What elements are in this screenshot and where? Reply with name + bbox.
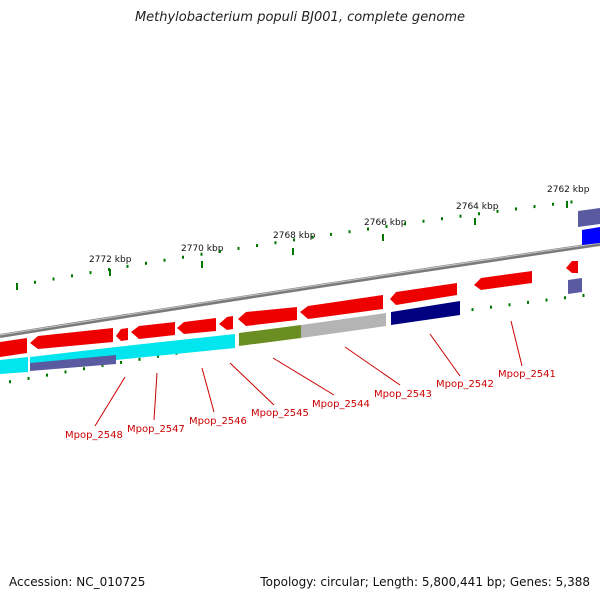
gene-arrow[interactable] xyxy=(390,283,457,305)
gene-block[interactable] xyxy=(30,355,116,371)
scale-label: 2770 kbp xyxy=(181,244,224,254)
gene-arrow[interactable] xyxy=(219,316,233,330)
gene-label[interactable]: Mpop_2547 xyxy=(127,424,185,435)
gene-label[interactable]: Mpop_2542 xyxy=(436,379,494,390)
gene-block[interactable] xyxy=(578,208,600,227)
gene-block[interactable] xyxy=(116,334,235,360)
gene-block[interactable] xyxy=(568,278,582,294)
gene-arrow[interactable] xyxy=(0,338,27,357)
accession-text: Accession: NC_010725 xyxy=(9,575,146,589)
map-title: Methylobacterium populi BJ001, complete … xyxy=(134,10,466,25)
scale-label: 2772 kbp xyxy=(89,255,132,265)
gene-block[interactable] xyxy=(239,325,301,346)
gene-arrow[interactable] xyxy=(238,307,297,326)
gene-label[interactable]: Mpop_2545 xyxy=(251,408,309,419)
gene-label[interactable]: Mpop_2544 xyxy=(312,399,370,410)
forward-strand xyxy=(0,261,578,357)
gene-block[interactable] xyxy=(0,357,28,374)
gene-arrow[interactable] xyxy=(116,328,128,341)
gene-label[interactable]: Mpop_2541 xyxy=(498,369,556,380)
scale-label: 2766 kbp xyxy=(364,218,407,228)
scale-track: 2772 kbp 2770 kbp 2768 kbp 2766 kbp 2764… xyxy=(16,185,590,290)
gene-label[interactable]: Mpop_2546 xyxy=(189,416,247,427)
gene-block[interactable] xyxy=(582,227,600,245)
gene-arrow[interactable] xyxy=(131,322,175,339)
gene-arrow[interactable] xyxy=(177,318,216,334)
gene-label[interactable]: Mpop_2543 xyxy=(374,389,432,400)
gene-block[interactable] xyxy=(391,301,460,325)
genome-backbone xyxy=(0,242,600,338)
gene-block[interactable] xyxy=(301,313,386,338)
gene-label[interactable]: Mpop_2548 xyxy=(65,430,123,441)
genome-summary: Topology: circular; Length: 5,800,441 bp… xyxy=(260,575,590,589)
minor-ticks-top xyxy=(34,200,573,284)
scale-label: 2764 kbp xyxy=(456,202,499,212)
gene-arrow[interactable] xyxy=(566,261,578,273)
reverse-strand xyxy=(0,208,600,374)
scale-label: 2768 kbp xyxy=(273,231,316,241)
gene-arrow[interactable] xyxy=(30,328,113,349)
label-leaders xyxy=(94,320,523,427)
gene-arrow[interactable] xyxy=(474,271,532,290)
gene-arrow[interactable] xyxy=(300,295,383,319)
scale-label: 2762 kbp xyxy=(547,185,590,195)
